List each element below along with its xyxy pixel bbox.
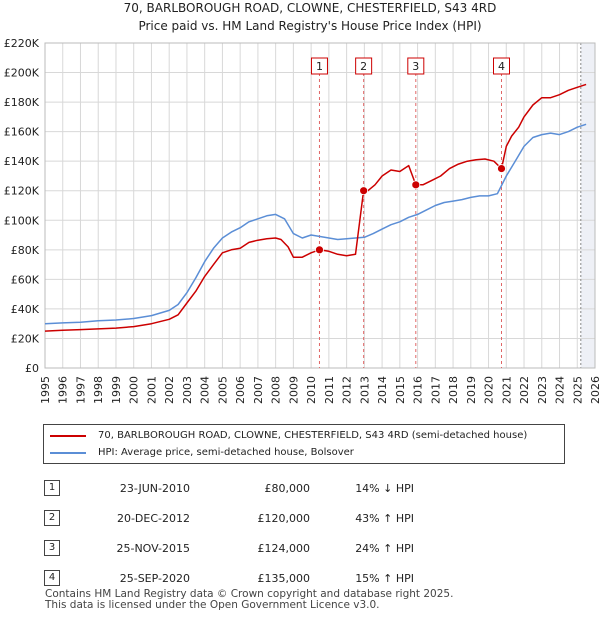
legend-label-property: 70, BARLBOROUGH ROAD, CLOWNE, CHESTERFIE… [98,430,528,441]
y-tick-label: £0 [25,362,39,375]
sale-marker-box [407,57,425,75]
sale-price: £124,000 [257,541,311,555]
sale-marker-number: 4 [498,60,505,73]
sale-number-badge: 4 [44,570,60,586]
x-tick-label: 2007 [252,376,265,404]
sale-date: 23-JUN-2010 [119,481,190,495]
footer-copyright: Contains HM Land Registry data © Crown c… [45,588,454,600]
chart-title: 70, BARLBOROUGH ROAD, CLOWNE, CHESTERFIE… [124,1,497,15]
sale-point [315,245,324,255]
y-tick-label: £20K [11,332,40,345]
table-row: 2 20-DEC-2012 £120,000 43% ↑ HPI [40,503,414,533]
y-tick-label: £200K [4,67,40,80]
sale-point [497,164,506,173]
sale-number-badge: 1 [44,480,60,496]
x-tick-label: 2019 [465,376,478,404]
x-tick-label: 2008 [270,376,283,404]
sale-marker-number: 2 [360,60,367,73]
x-tick-label: 2003 [181,376,194,404]
x-tick-label: 2014 [376,376,389,404]
sale-point [411,180,421,190]
x-tick-label: 2012 [341,376,354,404]
x-tick-label: 1995 [39,376,52,404]
x-tick-label: 2024 [554,376,567,404]
chart-subtitle: Price paid vs. HM Land Registry's House … [138,19,481,33]
x-tick-label: 2002 [163,376,176,404]
x-tick-label: 2025 [571,376,584,404]
x-tick-label: 2020 [483,376,496,404]
table-row: 1 23-JUN-2010 £80,000 14% ↓ HPI [40,473,414,503]
x-tick-label: 2009 [287,376,300,404]
sale-marker-number: 1 [316,60,323,73]
forecast-region [580,43,595,368]
footer-attribution: Contains HM Land Registry data © Crown c… [45,589,453,611]
sale-price: £80,000 [264,481,311,495]
x-tick-label: 2005 [216,376,229,404]
x-tick-label: 2004 [199,376,212,404]
y-tick-label: £80K [11,244,40,257]
sales-table: 1 23-JUN-2010 £80,000 14% ↓ HPI 2 20-DEC… [40,473,414,593]
y-tick-label: £120K [4,185,40,198]
sale-hpi-change: 24% ↑ HPI [355,541,414,555]
y-tick-label: £40K [11,303,40,316]
chart-legend: 70, BARLBOROUGH ROAD, CLOWNE, CHESTERFIE… [43,424,565,464]
y-tick-label: £160K [4,126,40,139]
footer-license: This data is licensed under the Open Gov… [45,599,380,611]
x-tick-label: 2023 [536,376,549,404]
table-row: 3 25-NOV-2015 £124,000 24% ↑ HPI [40,533,414,563]
y-tick-label: £220K [4,37,40,50]
plot-frame [44,42,596,369]
sale-number-badge: 2 [44,510,60,526]
sale-hpi-change: 14% ↓ HPI [355,481,414,495]
sale-marker-number: 3 [412,60,419,73]
x-tick-label: 2006 [234,376,247,404]
y-tick-label: £100K [4,214,40,227]
x-tick-label: 2016 [412,376,425,404]
legend-label-hpi: HPI: Average price, semi-detached house,… [98,447,354,458]
x-tick-label: 2000 [128,376,141,404]
x-tick-label: 2015 [394,376,407,404]
sale-hpi-change: 43% ↑ HPI [355,511,414,525]
sale-date: 20-DEC-2012 [116,511,190,525]
legend-swatch-property [50,435,86,437]
sale-date: 25-NOV-2015 [116,541,190,555]
x-tick-label: 2011 [323,376,336,404]
y-tick-label: £140K [4,155,40,168]
x-tick-label: 2026 [589,376,600,404]
x-tick-label: 1998 [92,376,105,404]
sale-hpi-change: 15% ↑ HPI [355,571,414,585]
sale-price: £135,000 [257,571,311,585]
x-tick-label: 2017 [429,376,442,404]
sale-marker-box [493,57,510,75]
x-tick-label: 2013 [358,376,371,404]
legend-swatch-hpi [50,452,86,454]
sale-number-badge: 3 [44,540,60,556]
hpi-line [44,123,587,325]
sale-point [359,186,369,196]
x-tick-label: 1996 [57,376,70,404]
sale-price: £120,000 [257,511,311,525]
x-tick-label: 2021 [500,376,513,404]
sale-date: 25-SEP-2020 [119,571,190,585]
x-tick-label: 2018 [447,376,460,404]
sale-marker-box [355,57,373,75]
table-row: 4 25-SEP-2020 £135,000 15% ↑ HPI [40,563,414,593]
y-tick-label: £60K [11,273,40,286]
x-tick-label: 1997 [74,376,87,404]
x-tick-label: 2010 [305,376,318,404]
x-tick-label: 2001 [145,376,158,404]
y-tick-label: £180K [4,96,40,109]
sale-marker-box [310,57,328,75]
property-price-line [44,83,587,332]
x-tick-label: 2022 [518,376,531,404]
x-tick-label: 1999 [110,376,123,404]
price-chart: 70, BARLBOROUGH ROAD, CLOWNE, CHESTERFIE… [4,1,600,404]
